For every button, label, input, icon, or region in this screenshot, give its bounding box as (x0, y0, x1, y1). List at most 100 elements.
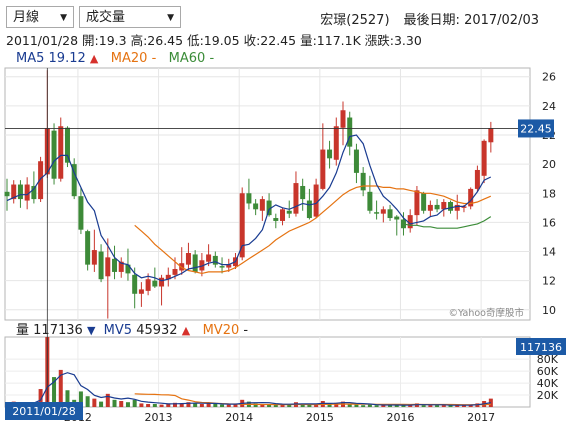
high-value: 26.45 (147, 33, 184, 48)
candle-body (31, 185, 37, 200)
volume-average-lines (33, 372, 491, 406)
indicator-select[interactable]: 成交量 ▼ (79, 6, 181, 28)
candle-body (421, 193, 427, 211)
price-axis: 101214161820222426 (542, 71, 556, 317)
volume-bar (186, 402, 191, 407)
time-tick-label: 2014 (225, 411, 253, 424)
candle-body (293, 183, 299, 214)
candle-body (407, 215, 413, 229)
candle-body (125, 264, 131, 274)
candle-body (340, 110, 346, 128)
candle-body (441, 202, 447, 210)
candle-body (468, 188, 474, 207)
volume-bar (199, 404, 204, 407)
volume-value: 117.1K (316, 33, 361, 48)
moving-average-lines (6, 134, 492, 282)
open-label: 開: (82, 33, 99, 48)
volume-bar (421, 405, 426, 407)
candle-body (300, 185, 306, 200)
candle-body (333, 126, 339, 160)
volume-bar (65, 390, 70, 407)
time-axis: 201220132014201520162017 (64, 411, 495, 424)
ma5-label: MA5 (16, 51, 45, 66)
volume-bar (92, 398, 97, 407)
candle-body (380, 209, 386, 214)
chevron-down-icon: ▼ (167, 13, 174, 23)
candle-body (394, 216, 400, 220)
ohlc-date: 2011/01/28 (6, 33, 79, 48)
period-select-value: 月線 (13, 10, 40, 25)
vol-label: 量 (16, 323, 30, 338)
candle-body (159, 277, 165, 287)
candle-body (434, 204, 440, 210)
volume-gridlines (5, 337, 530, 407)
volume-bar (119, 401, 124, 407)
period-select[interactable]: 月線 ▼ (6, 6, 74, 28)
price-tick-label: 12 (542, 275, 556, 288)
stock-name: 宏璟(2527) (320, 13, 390, 28)
time-tick-label: 2013 (145, 411, 173, 424)
candle-body (212, 255, 218, 265)
volume-tick-label: 60K (537, 365, 559, 378)
time-tick-label: 2017 (467, 411, 495, 424)
high-label: 高: (130, 33, 148, 48)
candle-body (266, 200, 272, 216)
ma20-label: MA20 (110, 51, 148, 66)
mv5-value: 45932 (136, 323, 178, 338)
volume-bar (448, 405, 453, 407)
candle-body (118, 261, 124, 272)
candle-body (112, 258, 118, 272)
candle-body (58, 126, 64, 179)
volume-bar (38, 389, 43, 407)
candle-body (360, 172, 366, 191)
chevron-down-icon: ▼ (60, 13, 67, 23)
candle-body (91, 250, 97, 265)
volume-bar (58, 369, 63, 407)
volume-bar (125, 402, 130, 407)
volume-bar (52, 377, 57, 407)
mv5-line (33, 372, 491, 406)
volume-bar (455, 405, 460, 407)
price-tick-label: 10 (542, 304, 556, 317)
mv5-label: MV5 (103, 323, 133, 338)
crosshair: 22.45 117136 2011/01/28 (5, 68, 566, 420)
ma60-value: - (209, 51, 215, 66)
up-arrow-icon: ▲ (181, 324, 191, 337)
volume-bar (300, 404, 305, 407)
candle-body (474, 169, 480, 189)
current-price-label: 22.45 (520, 122, 552, 135)
crosshair-date-label: 2011/01/28 (12, 405, 75, 418)
volume-bar (78, 391, 83, 407)
volume-bar (146, 404, 151, 407)
volume-bar (99, 401, 104, 407)
candle-body (273, 218, 279, 221)
volume-bar (401, 405, 406, 407)
candle-body (165, 274, 171, 280)
price-gridlines (5, 68, 530, 320)
candle-body (320, 149, 326, 189)
price-tick-label: 18 (542, 187, 556, 200)
volume-legend: 量 117136 ▼ MV5 45932 ▲ MV20 - (16, 319, 248, 338)
candle-body (353, 149, 359, 173)
candle-body (367, 191, 373, 211)
candle-body (192, 254, 198, 272)
candle-body (286, 210, 292, 214)
watermark: ©Yahoo奇摩股市 (449, 307, 525, 319)
volume-bar (374, 405, 379, 407)
candle-body (481, 140, 487, 176)
candle-body (448, 202, 454, 211)
crosshair-date-tag (5, 402, 83, 420)
up-arrow-icon: ▲ (89, 52, 99, 65)
volume-bar (461, 405, 466, 407)
candle-body (374, 212, 380, 214)
candle-body (313, 184, 319, 217)
candle-body (145, 279, 151, 291)
volume-bar (152, 404, 157, 407)
candle-body (85, 231, 91, 265)
ma5-value: 19.12 (48, 51, 86, 66)
volume-bar (260, 404, 265, 407)
volume-bar (267, 404, 272, 407)
candle-body (219, 266, 225, 268)
